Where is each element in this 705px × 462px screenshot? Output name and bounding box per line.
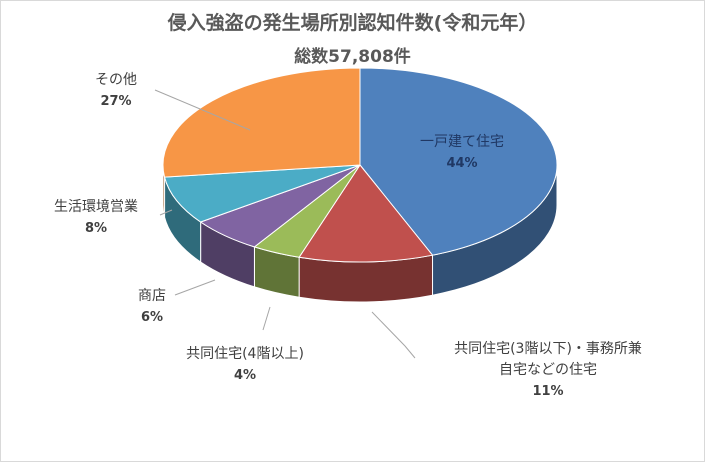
slice-label: 自宅などの住宅 [499, 362, 597, 378]
pie-slice [359, 67, 558, 256]
pie-slice [298, 164, 434, 263]
leader-line [262, 306, 271, 331]
slice-label: 共同住宅(4階以上) [186, 346, 304, 362]
slice-label: その他 [95, 72, 137, 88]
slice-label: 生活環境営業 [54, 199, 138, 215]
slice-percent-label: 27% [100, 94, 131, 109]
slice-percent-label: 8% [85, 221, 107, 236]
slice-label: 共同住宅(3階以下)・事務所兼 [454, 341, 642, 357]
slice-label: 商店 [138, 288, 166, 304]
leader-line [159, 209, 173, 216]
chart-subtitle: 総数57,808件 [294, 47, 411, 67]
slice-label: 一戸建て住宅 [420, 134, 504, 150]
slice-percent-label: 44% [446, 156, 477, 171]
leader-line [371, 311, 416, 359]
slice-percent-label: 4% [234, 368, 256, 383]
leader-line [154, 89, 251, 131]
pie-slice [162, 67, 361, 178]
slice-percent-label: 6% [141, 310, 163, 325]
leader-line [174, 279, 216, 296]
chart-title: 侵入強盗の発生場所別認知件数(令和元年） [167, 12, 538, 34]
pie-slice [163, 164, 361, 223]
slice-percent-label: 11% [532, 384, 563, 399]
